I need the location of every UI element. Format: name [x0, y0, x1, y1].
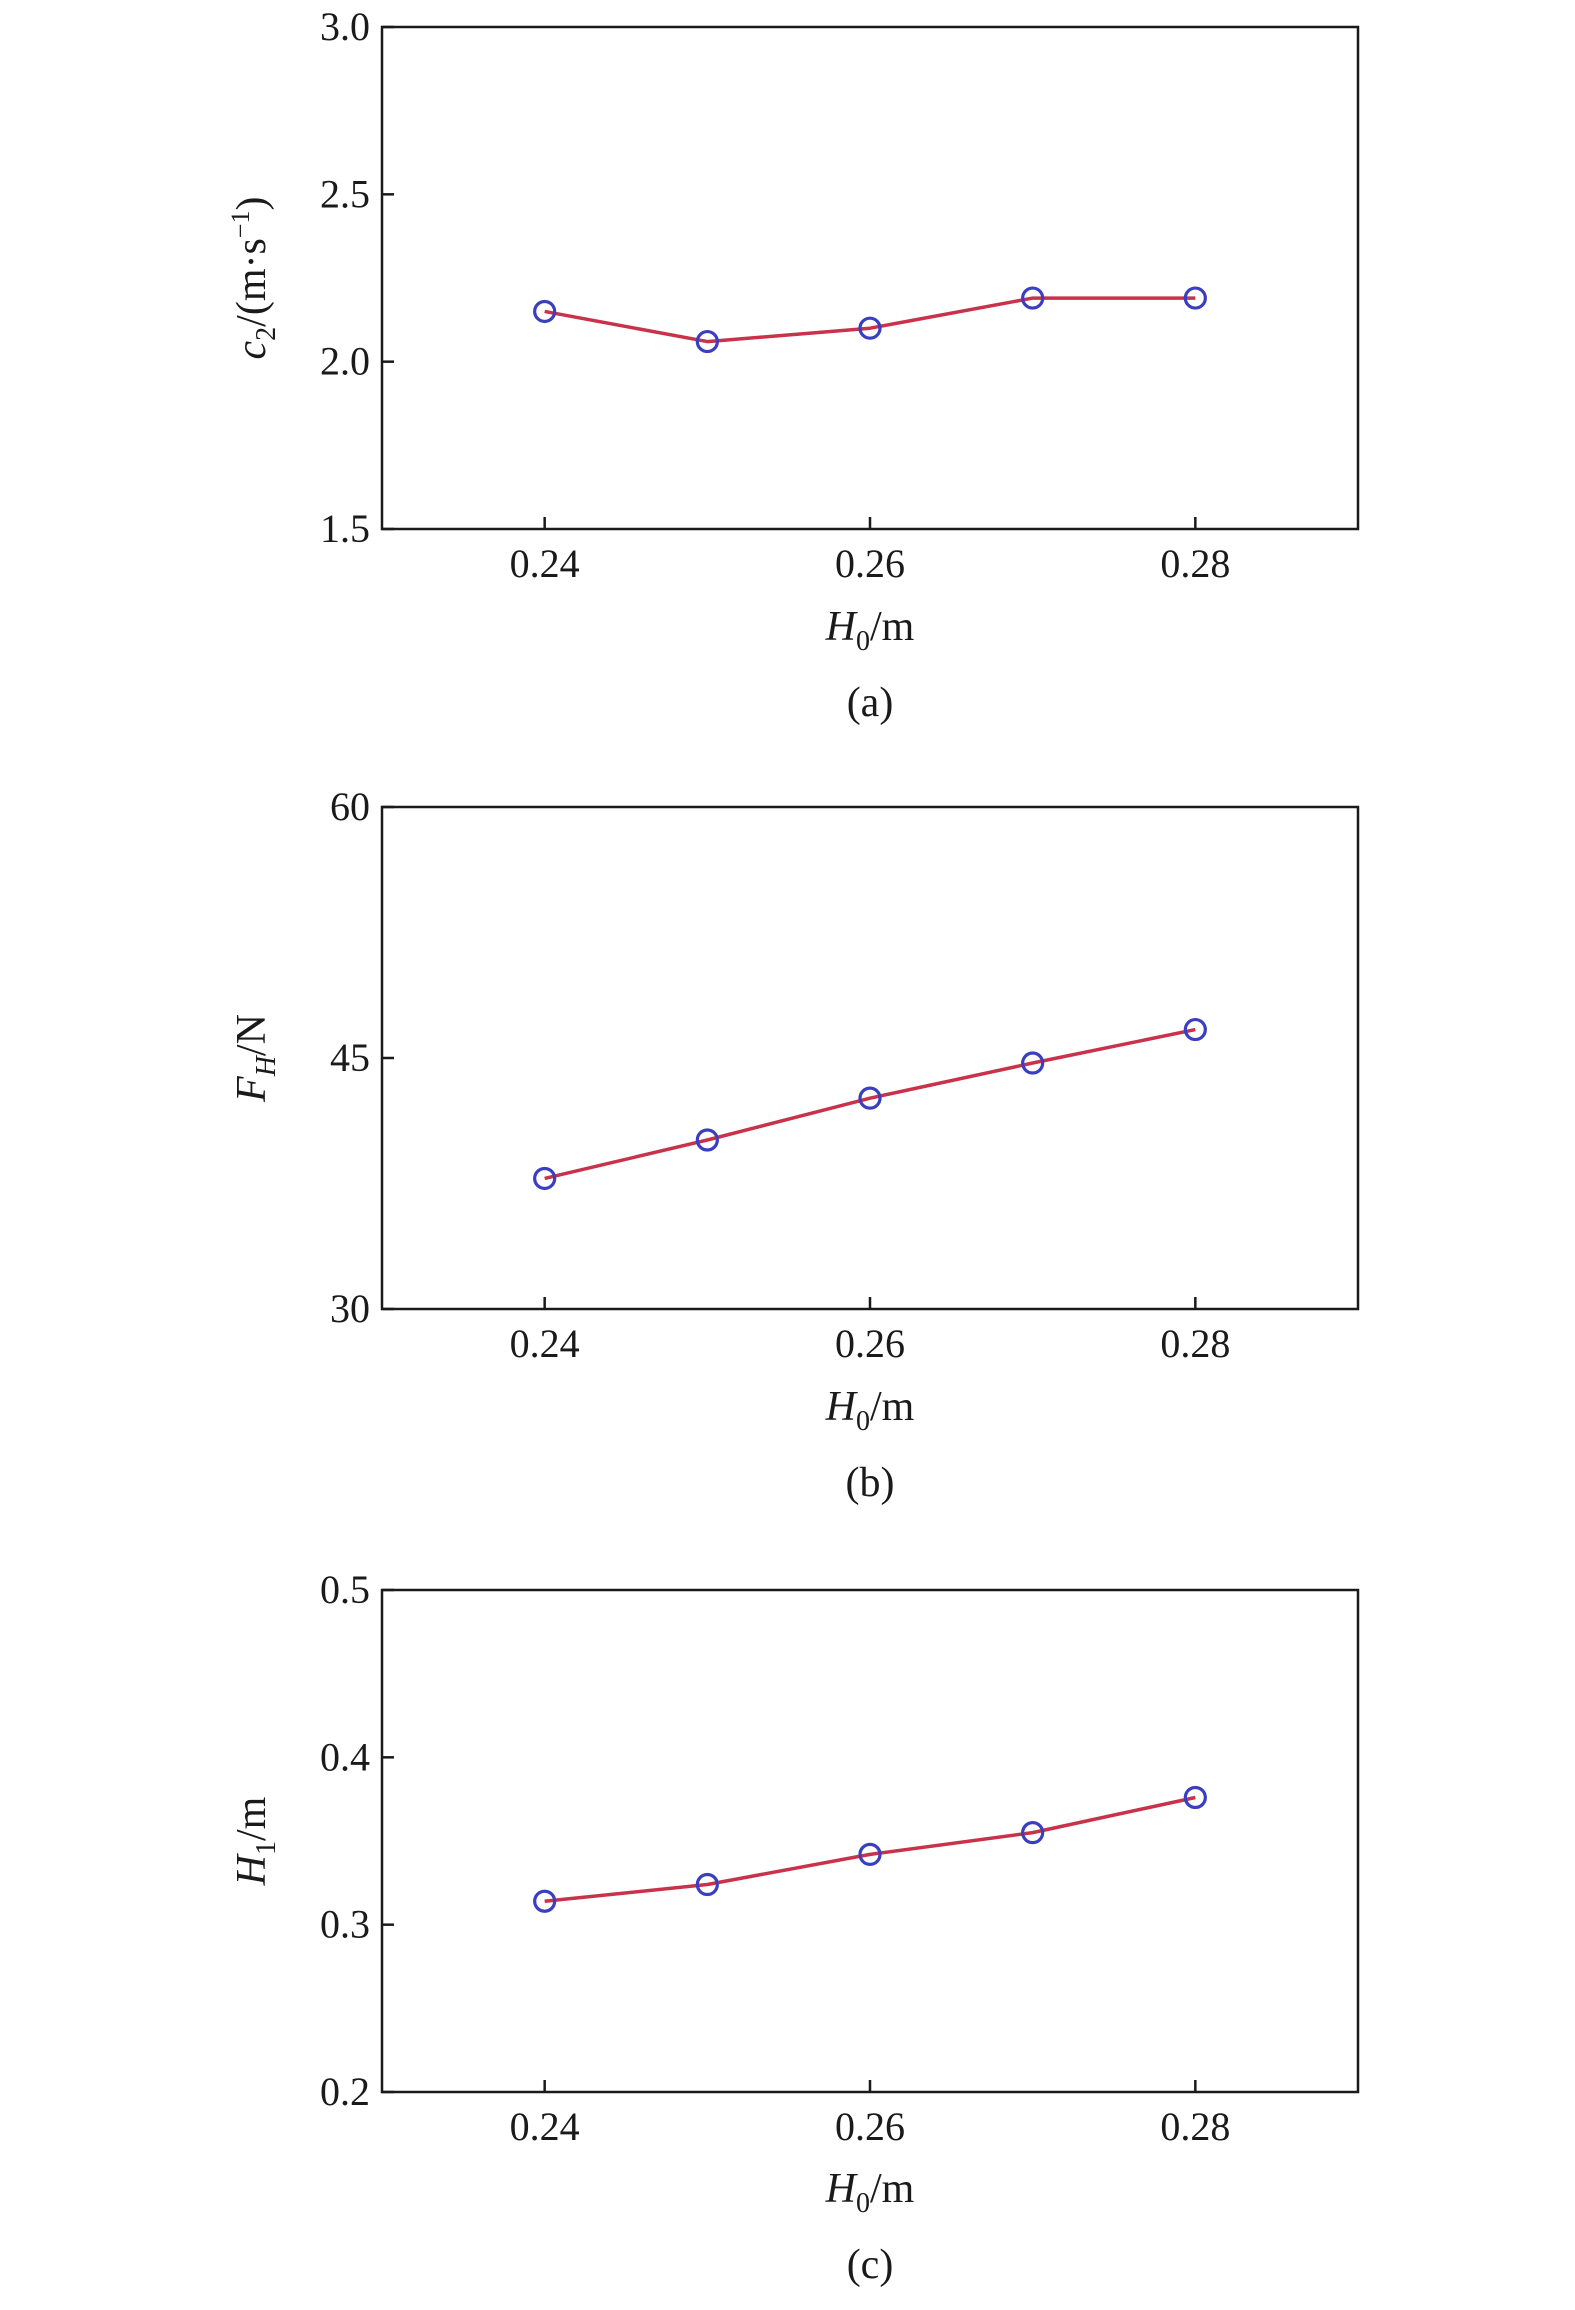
y-tick-label-c-0: 0.2: [320, 2069, 370, 2114]
x-tick-label-c-1: 0.26: [835, 2104, 905, 2149]
y-axis-label-c: H1/m: [229, 1796, 282, 1886]
y-tick-label-b-0: 30: [330, 1286, 370, 1331]
y-tick-label-a-1: 2.0: [320, 339, 370, 384]
data-point-c-0: [533, 1889, 557, 1913]
data-point-a-0: [533, 299, 557, 324]
series-line-c: [544, 1795, 1196, 1903]
x-tick-label-b-1: 0.26: [835, 1321, 905, 1366]
data-point-a-4: [1183, 286, 1207, 310]
x-tick-label-c-2: 0.28: [1160, 2104, 1230, 2149]
data-point-a-1: [695, 329, 719, 354]
ticks-a: 0.24 0.26 0.28 1.5 2.0 2.5 3.0: [320, 4, 1230, 586]
panel-label-c: (c): [847, 2242, 894, 2288]
data-point-a-3: [1021, 286, 1045, 310]
y-tick-label-c-3: 0.5: [320, 1567, 370, 1612]
ticks-c: 0.24 0.26 0.28 0.2 0.3 0.4 0.5: [320, 1567, 1230, 2149]
y-tick-label-a-2: 2.5: [320, 171, 370, 216]
x-tick-label-b-0: 0.24: [510, 1321, 580, 1366]
y-tick-label-a-3: 3.0: [320, 4, 370, 49]
panel-label-b: (b): [846, 1460, 895, 1506]
y-tick-label-b-1: 45: [330, 1035, 370, 1080]
series-line-a: [544, 296, 1196, 344]
plot-frame-a: [380, 25, 1360, 531]
x-tick-label-b-2: 0.28: [1160, 1321, 1230, 1366]
y-tick-label-b-2: 60: [330, 784, 370, 829]
x-axis-label-c: H0/m: [825, 2166, 915, 2219]
data-point-a-2: [858, 316, 882, 340]
y-axis-label-b: FH/N: [229, 1014, 282, 1103]
panel-label-a: (a): [847, 680, 894, 726]
plot-frame-c: [380, 1588, 1360, 2094]
data-point-b-1: [695, 1128, 719, 1152]
data-point-c-3: [1021, 1821, 1045, 1845]
y-tick-label-c-1: 0.3: [320, 1902, 370, 1947]
x-tick-label-c-0: 0.24: [510, 2104, 580, 2149]
series-line-b: [544, 1027, 1196, 1181]
x-axis-label-a: H0/m: [825, 604, 915, 657]
x-tick-label-a-0: 0.24: [510, 541, 580, 586]
x-tick-label-a-2: 0.28: [1160, 541, 1230, 586]
x-tick-label-a-1: 0.26: [835, 541, 905, 586]
markers-a: [533, 286, 1207, 354]
data-point-b-2: [858, 1086, 882, 1110]
data-point-b-4: [1183, 1017, 1207, 1042]
ticks-b: 0.24 0.26 0.28 30 45 60: [330, 784, 1230, 1366]
data-point-c-2: [858, 1842, 882, 1866]
y-tick-label-a-0: 1.5: [320, 506, 370, 551]
markers-c: [533, 1785, 1207, 1913]
y-tick-label-c-2: 0.4: [320, 1734, 370, 1779]
x-axis-label-b: H0/m: [825, 1384, 915, 1437]
data-point-b-3: [1021, 1051, 1045, 1075]
chart-panel-c: 0.24 0.26 0.28 0.2 0.3 0.4 0.5 H0/m H1/m (c): [229, 1567, 1360, 2288]
y-axis-label-a: c2/(m·s−1): [226, 197, 282, 360]
data-point-c-4: [1183, 1785, 1207, 1810]
markers-b: [533, 1017, 1207, 1191]
chart-panel-b: 0.24 0.26 0.28 30 45 60 H0/m FH/N (b): [229, 784, 1360, 1506]
data-point-b-0: [533, 1166, 557, 1191]
data-point-c-1: [695, 1872, 719, 1897]
plot-frame-b: [380, 805, 1360, 1311]
chart-panel-a: 0.24 0.26 0.28 1.5 2.0 2.5 3.0 H0/m c2/(m·s−1)…: [226, 4, 1360, 726]
